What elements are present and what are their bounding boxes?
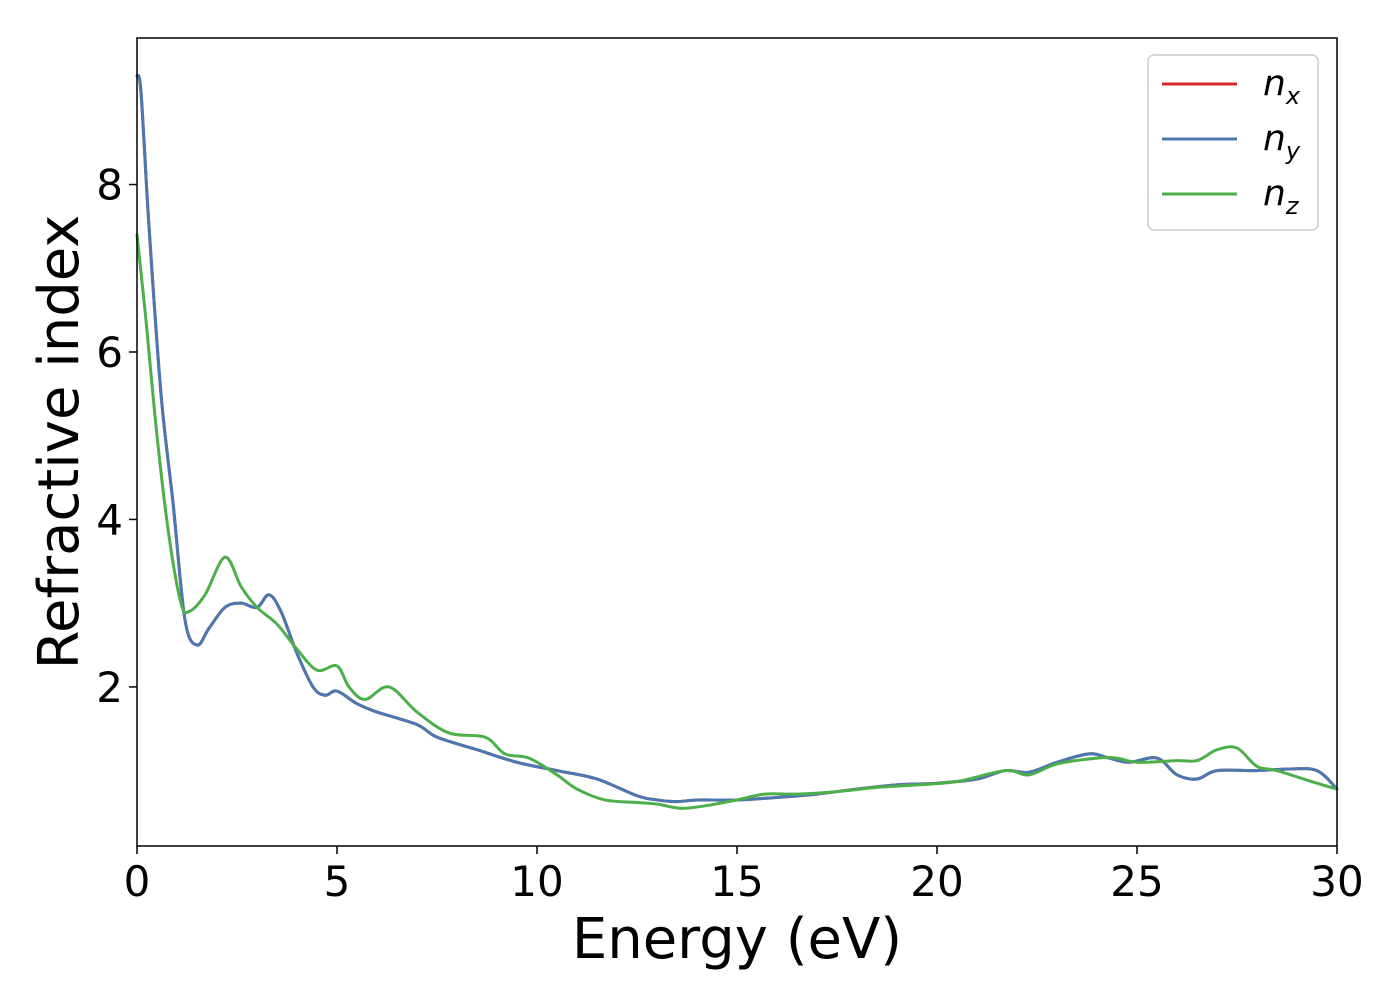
y-ticks: 2 4 6 8: [96, 161, 137, 712]
x-tick-label: 20: [910, 857, 963, 906]
x-tick-label: 25: [1110, 857, 1163, 906]
x-tick-label: 0: [124, 857, 151, 906]
legend: nx ny nz: [1147, 54, 1319, 231]
x-ticks: 0 5 10 15 20 25 30: [124, 846, 1364, 906]
y-tick-label: 6: [96, 328, 123, 377]
x-axis-label: Energy (eV): [572, 907, 902, 972]
series-line-ny: [135, 74, 1339, 804]
x-tick-label: 30: [1310, 857, 1363, 906]
y-tick-label: 2: [96, 663, 123, 712]
x-tick-label: 15: [710, 857, 763, 906]
legend-frame: [1147, 54, 1319, 231]
y-axis-label: Refractive index: [27, 215, 92, 670]
plot-background: [137, 38, 1337, 846]
legend-entries: nx ny nz: [1162, 63, 1301, 220]
y-tick-label: 4: [96, 495, 123, 544]
series-layer: [135, 74, 1339, 810]
y-tick-label: 8: [96, 161, 123, 210]
x-tick-label: 5: [324, 857, 351, 906]
x-tick-label: 10: [510, 857, 563, 906]
legend-label-nx: nx: [1263, 63, 1301, 110]
legend-label-nz: nz: [1263, 173, 1300, 220]
series-line-nz: [135, 233, 1339, 810]
legend-label-ny: ny: [1263, 118, 1301, 165]
